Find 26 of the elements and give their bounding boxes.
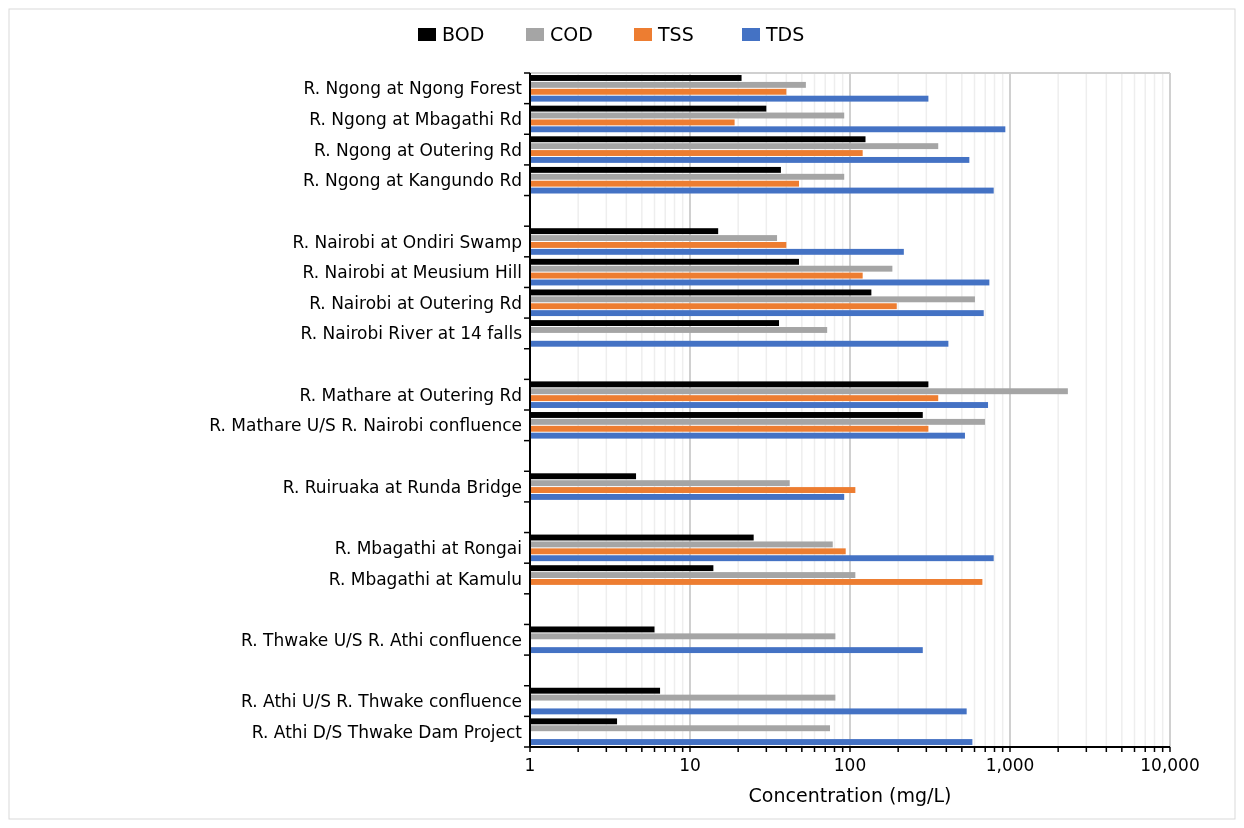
y-tick-label: R. Nairobi at Outering Rd: [309, 292, 522, 313]
x-tick-label: 100: [833, 755, 867, 775]
legend-label: COD: [550, 23, 593, 45]
y-tick-label: R. Thwake U/S R. Athi confluence: [241, 629, 522, 650]
x-tick-label: 1: [524, 755, 536, 775]
y-tick-label: R. Mathare U/S R. Nairobi confluence: [209, 415, 522, 436]
legend-label: TSS: [657, 23, 694, 45]
y-tick-label: R. Mathare at Outering Rd: [299, 384, 522, 405]
y-tick-label: R. Athi U/S R. Thwake confluence: [241, 691, 522, 712]
y-tick-label: R. Mbagathi at Rongai: [334, 537, 522, 558]
x-tick-label: 1,000: [985, 755, 1035, 775]
y-tick-label: R. Ngong at Ngong Forest: [303, 78, 523, 99]
y-tick-label: R. Mbagathi at Kamulu: [328, 568, 522, 589]
y-tick-label: R. Ruiruaka at Runda Bridge: [282, 476, 522, 497]
y-tick-label: R. Ngong at Mbagathi Rd: [309, 108, 522, 129]
y-tick-label: R. Athi D/S Thwake Dam Project: [251, 721, 523, 742]
x-tick-label: 10: [679, 755, 701, 775]
y-tick-label: R. Nairobi River at 14 falls: [300, 323, 523, 344]
y-tick-label: R. Nairobi at Meusium Hill: [302, 262, 522, 283]
x-tick-label: 10,000: [1140, 755, 1200, 775]
y-tick-label: R. Ngong at Kangundo Rd: [303, 170, 522, 191]
legend-label: TDS: [765, 23, 805, 45]
y-tick-label: R. Ngong at Outering Rd: [314, 139, 522, 160]
x-axis-title: Concentration (mg/L): [748, 784, 952, 806]
y-tick-label: R. Nairobi at Ondiri Swamp: [292, 231, 522, 252]
legend-label: BOD: [442, 23, 485, 45]
